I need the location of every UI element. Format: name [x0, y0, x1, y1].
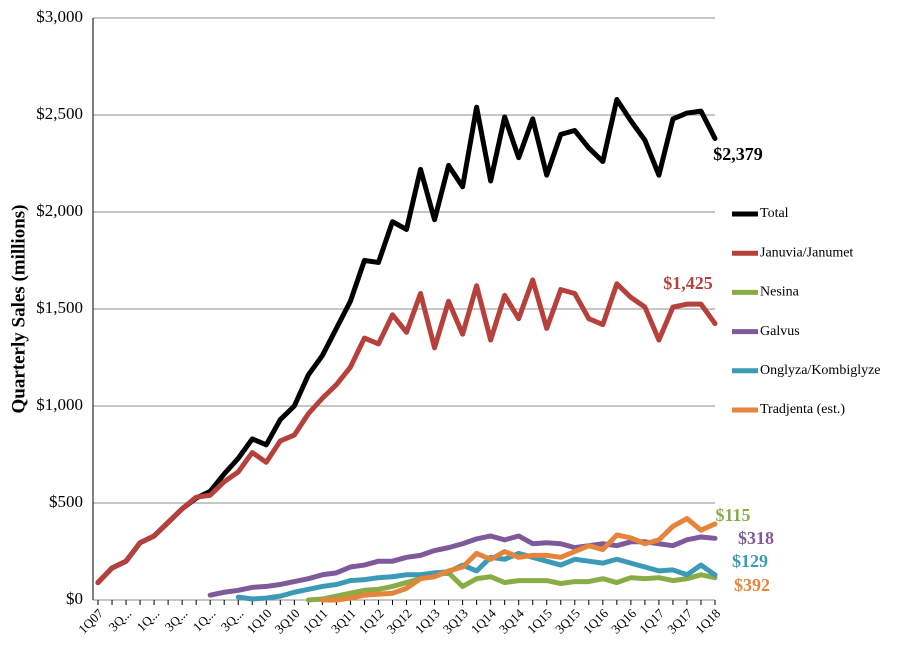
- data-label: $392: [734, 575, 770, 595]
- data-label: $129: [732, 551, 768, 571]
- y-tick-label: $0: [66, 589, 83, 608]
- data-label: $115: [715, 505, 750, 525]
- legend-label: Onglyza/Kombiglyze: [760, 363, 881, 378]
- series-line: [235, 550, 718, 602]
- y-tick-label: $3,000: [36, 7, 83, 26]
- series-line: [95, 277, 718, 586]
- y-tick-label: $1,000: [36, 395, 83, 414]
- legend-label: Nesina: [760, 285, 800, 300]
- y-tick-label: $1,500: [36, 298, 83, 317]
- data-label: $1,425: [663, 273, 713, 293]
- legend-label: Total: [760, 206, 789, 221]
- legend-label: Galvus: [760, 324, 800, 339]
- y-tick-label: $500: [49, 492, 83, 511]
- y-axis-label: Quarterly Sales (millions): [8, 205, 29, 414]
- series-line: [305, 570, 718, 603]
- legend-label: Januvia/Janumet: [760, 245, 853, 260]
- legend-label: Tradjenta (est.): [760, 402, 845, 417]
- series-line: [207, 533, 718, 598]
- data-label: $2,379: [713, 144, 763, 164]
- data-label: $318: [738, 528, 774, 548]
- y-tick-label: $2,500: [36, 104, 83, 123]
- series-line: [319, 516, 718, 603]
- y-tick-label: $2,000: [36, 201, 83, 220]
